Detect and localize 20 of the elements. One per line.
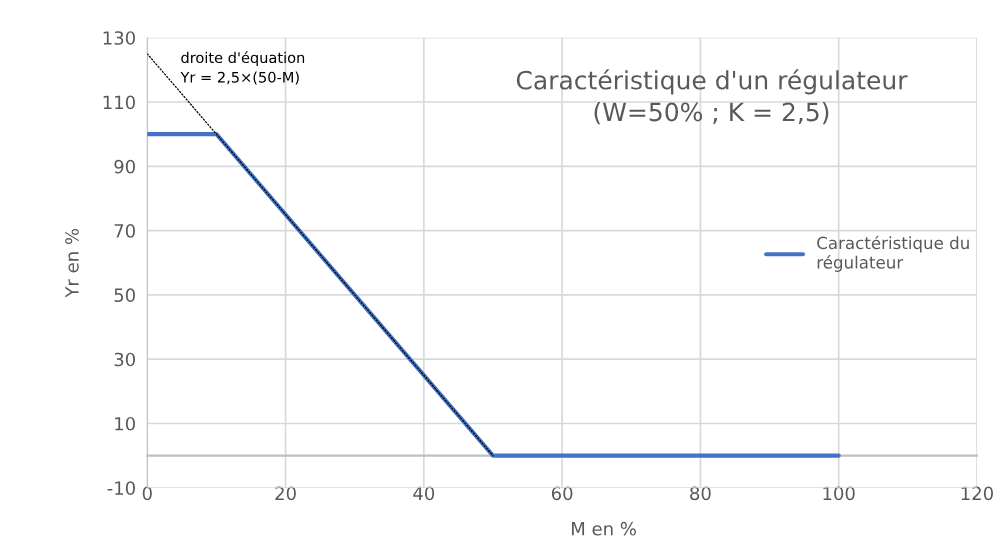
y-tick-label: 90 (114, 159, 135, 174)
x-axis-title: M en % (571, 521, 636, 536)
y-tick-label: 130 (103, 31, 135, 45)
x-tick-label: 0 (142, 486, 152, 501)
y-tick-label: 110 (103, 95, 135, 110)
y-tick-label: -10 (107, 481, 135, 495)
annotation: droite d'équation Yr = 2,5×(50-M) (180, 51, 305, 85)
y-tick-label: 50 (114, 288, 135, 303)
x-tick-label: 60 (551, 486, 573, 501)
y-axis-title: Yr en % (65, 228, 79, 298)
text: Caractéristique d'un régulateur (W=50% ; K = 2,5) (516, 69, 908, 125)
y-tick-label: 70 (114, 224, 135, 238)
x-tick-label: 100 (823, 486, 855, 501)
x-tick-label: 40 (413, 486, 435, 501)
y-tick-label: 30 (114, 352, 135, 367)
x-tick-label: 80 (690, 486, 711, 501)
y-tick-label: 10 (115, 416, 135, 431)
x-tick-label: 20 (275, 486, 296, 501)
legend-label: Caractéristique du régulateur (817, 235, 969, 272)
x-tick-label: 120 (961, 486, 993, 501)
